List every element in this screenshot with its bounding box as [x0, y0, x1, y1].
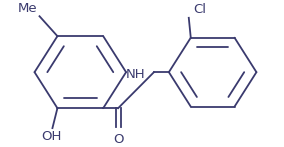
Text: Me: Me	[18, 2, 37, 15]
Text: Cl: Cl	[193, 3, 206, 16]
Text: NH: NH	[126, 68, 146, 81]
Text: OH: OH	[41, 130, 62, 143]
Text: O: O	[113, 133, 123, 146]
